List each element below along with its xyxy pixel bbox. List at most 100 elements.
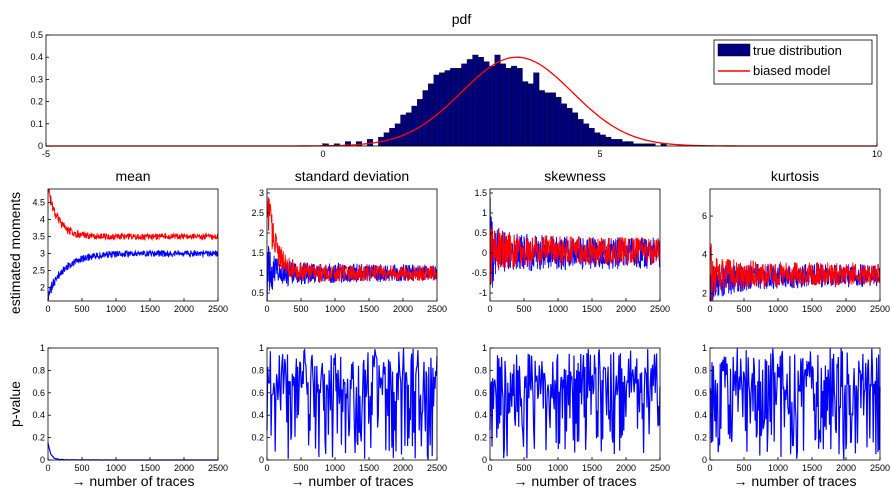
histogram-bar <box>549 92 556 147</box>
histogram-bar <box>538 90 545 147</box>
y-tick-label: 3 <box>40 248 45 258</box>
red-series-line <box>267 196 437 283</box>
y-tick-label: 0.4 <box>32 410 45 420</box>
red-series-line <box>48 189 218 242</box>
x-tick-label: 2000 <box>174 304 194 314</box>
y-tick-label: 2.5 <box>251 208 264 218</box>
pvalue-chart-7: 0 500 1000 1500 2000 2500 0 0.2 0.4 0.6 0.8 1 → numb… <box>474 343 670 489</box>
red-series-line <box>710 243 880 301</box>
x-tick-label: 500 <box>736 463 751 473</box>
histogram-bar <box>511 65 518 147</box>
x-tick-label: 1500 <box>582 463 602 473</box>
histogram-bar <box>483 61 490 147</box>
y-tick-label: 0.2 <box>474 433 487 443</box>
y-tick-label: 0 <box>482 455 487 465</box>
y-tick-label: 0.6 <box>694 388 707 398</box>
moment-chart-1: mean 0 500 1000 1500 2000 2500 2 2.5 3 3.5 4 4.5 esti… <box>7 168 228 314</box>
x-tick-label: 1500 <box>140 463 160 473</box>
x-tick-label: 1000 <box>548 304 568 314</box>
histogram-bar <box>400 114 407 147</box>
x-tick-label: 1000 <box>768 304 788 314</box>
histogram-bar <box>394 123 401 147</box>
legend-box <box>713 39 873 85</box>
y-tick-label: 0.3 <box>30 74 43 84</box>
histogram-bar <box>522 81 529 147</box>
histogram-bar <box>455 68 462 147</box>
y-tick-label: 0.6 <box>251 388 264 398</box>
y-tick-label: 4.5 <box>32 198 45 208</box>
x-tick-label: 0 <box>45 463 50 473</box>
y-tick-label: 1 <box>259 268 264 278</box>
histogram-bar <box>588 128 595 147</box>
moment-chart-2: standard deviation 0 500 1000 1500 2000 2500 0.… <box>251 168 447 314</box>
x-tick-label: 1500 <box>359 304 379 314</box>
axes-box <box>709 347 881 461</box>
pvalue-line <box>266 347 438 460</box>
y-tick-label: 1 <box>702 343 707 353</box>
histogram-bar <box>572 112 579 147</box>
x-tick-label: 2500 <box>650 304 670 314</box>
histogram-bar <box>561 103 567 147</box>
y-axis-label: p-value <box>7 381 23 427</box>
y-tick-label: 0.2 <box>694 433 707 443</box>
y-tick-label: 0 <box>482 248 487 258</box>
histogram-bar <box>461 63 468 147</box>
x-tick-label: 0 <box>264 304 269 314</box>
legend-swatch-true <box>717 43 751 57</box>
y-tick-label: 1 <box>259 343 264 353</box>
legend-entry-true: true distribution <box>753 43 842 58</box>
y-tick-label: 6 <box>702 211 707 221</box>
y-tick-label: 3 <box>259 188 264 198</box>
axes-box <box>266 188 438 302</box>
histogram-bar <box>472 54 479 147</box>
histogram-bar <box>544 92 551 147</box>
histogram-bar <box>505 68 512 147</box>
x-tick-label: 0 <box>707 463 712 473</box>
histogram-bar <box>416 99 423 147</box>
pvalue-line <box>709 347 881 460</box>
x-tick-label: -5 <box>42 149 50 159</box>
chart-title: mean <box>115 168 150 184</box>
x-tick-label: 500 <box>74 304 89 314</box>
x-tick-label: 2500 <box>427 463 447 473</box>
y-tick-label: 1 <box>482 343 487 353</box>
y-tick-label: 2 <box>40 282 45 292</box>
histogram-bar <box>555 96 562 147</box>
y-tick-label: -1 <box>479 288 487 298</box>
histogram-bar <box>527 83 534 147</box>
y-tick-label: 0.5 <box>474 228 487 238</box>
y-tick-label: 0.4 <box>30 52 43 62</box>
x-tick-label: 1000 <box>106 304 126 314</box>
x-tick-label: 500 <box>74 463 89 473</box>
x-tick-label: 2500 <box>870 304 890 314</box>
histogram-bar <box>566 108 573 147</box>
histogram-bar <box>583 123 590 147</box>
y-tick-label: 2 <box>702 288 707 298</box>
y-tick-label: 0.4 <box>251 410 264 420</box>
x-tick-label: 1500 <box>802 304 822 314</box>
histogram-bar <box>450 68 457 147</box>
x-axis-label: → number of traces <box>514 473 637 489</box>
histogram-bar <box>599 134 606 147</box>
y-tick-label: 0.8 <box>474 365 487 375</box>
x-axis-label: → number of traces <box>734 473 857 489</box>
y-tick-label: 0.5 <box>30 30 43 40</box>
x-tick-label: 2000 <box>616 304 636 314</box>
chart-title: standard deviation <box>295 168 409 184</box>
x-tick-label: 1500 <box>140 304 160 314</box>
chart-title: pdf <box>452 11 472 27</box>
y-tick-label: 4 <box>702 250 707 260</box>
pvalue-chart-8: 0 500 1000 1500 2000 2500 0 0.2 0.4 0.6 0.8 1 → numb… <box>694 343 890 489</box>
pvalue-chart-5: 0 500 1000 1500 2000 2500 0 0.2 0.4 0.6 0.8 1 → numb… <box>7 343 228 489</box>
y-tick-label: 1.5 <box>474 188 487 198</box>
moment-chart-4: kurtosis 0 500 1000 1500 2000 2500 2 4 6 <box>702 168 890 314</box>
histogram-bar <box>610 139 617 147</box>
x-tick-label: 2500 <box>870 463 890 473</box>
x-axis-label: → number of traces <box>72 473 195 489</box>
histogram-bar <box>444 70 451 147</box>
x-tick-label: 500 <box>293 463 308 473</box>
axes-box <box>47 347 219 461</box>
x-tick-label: 10 <box>872 149 882 159</box>
y-tick-label: 0.4 <box>474 410 487 420</box>
